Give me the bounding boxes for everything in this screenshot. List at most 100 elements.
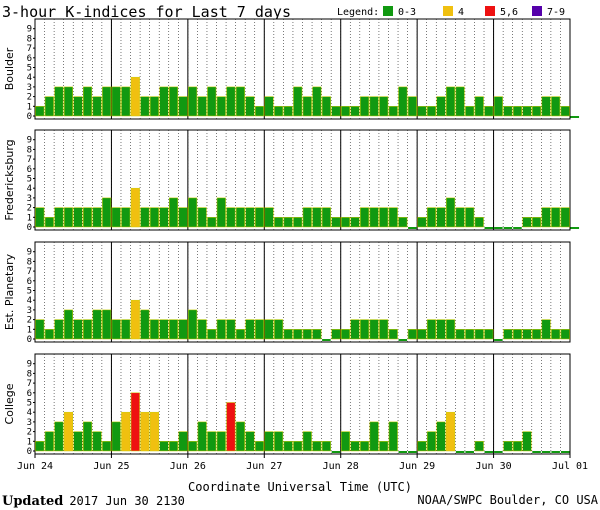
k-index-bar <box>197 421 207 452</box>
k-index-bar <box>331 106 341 117</box>
y-tick-label: 4 <box>27 73 32 83</box>
y-tick-label: 2 <box>27 428 32 438</box>
y-tick-label: 7 <box>27 155 32 165</box>
y-tick-label: 3 <box>27 306 32 316</box>
k-index-bar <box>407 96 417 117</box>
k-index-bar <box>331 217 341 228</box>
k-index-bar <box>169 197 179 228</box>
k-index-bar <box>254 319 265 340</box>
k-index-bar <box>551 207 561 228</box>
k-index-bar <box>130 187 140 228</box>
k-index-bar <box>503 106 513 117</box>
x-tick-label: Jun 29 <box>399 461 435 472</box>
k-index-bar <box>426 319 437 340</box>
k-index-bar <box>436 207 446 228</box>
k-index-bar <box>254 207 265 228</box>
k-index-bar <box>102 86 112 117</box>
k-index-bar <box>312 441 322 452</box>
k-index-bar <box>570 116 580 118</box>
k-index-bar <box>426 431 437 452</box>
k-index-bar <box>312 86 322 117</box>
k-index-bar <box>512 329 522 340</box>
k-index-bar <box>350 106 360 117</box>
k-index-bar <box>111 421 121 452</box>
k-index-bar <box>197 319 207 340</box>
y-tick-label: 2 <box>27 204 32 214</box>
updated-value: 2017 Jun 30 2130 <box>69 494 185 508</box>
k-index-bar <box>398 451 408 453</box>
k-index-bar <box>274 319 284 340</box>
k-index-bar <box>522 217 532 228</box>
source-credit: NOAA/SWPC Boulder, CO USA <box>417 493 598 507</box>
k-index-bar <box>513 227 522 229</box>
k-index-bar <box>63 86 73 117</box>
panel-label: Fredericksburg <box>3 139 16 220</box>
k-index-bar <box>494 451 503 453</box>
k-index-bar <box>446 319 456 340</box>
k-index-bar <box>474 329 484 340</box>
k-index-bar <box>379 319 389 340</box>
y-tick-label: 8 <box>27 145 32 155</box>
k-index-bar <box>130 392 140 452</box>
k-index-bar <box>111 319 121 340</box>
k-index-bar <box>474 217 484 228</box>
k-index-bar <box>254 106 265 117</box>
k-index-bar <box>207 329 217 340</box>
y-tick-label: 1 <box>27 437 32 447</box>
k-index-bar <box>207 217 217 228</box>
k-index-bar <box>446 86 456 117</box>
k-index-bar <box>560 451 570 453</box>
panel-label: Est. Planetary <box>3 253 16 330</box>
k-index-bar <box>388 421 398 452</box>
y-tick-label: 2 <box>27 93 32 103</box>
k-index-bar <box>149 96 159 117</box>
k-index-bar <box>44 431 54 452</box>
k-index-bar <box>302 329 312 340</box>
k-index-bar <box>465 329 475 340</box>
k-index-bar <box>35 441 45 452</box>
k-index-bar <box>149 411 159 452</box>
k-index-bar <box>92 207 102 228</box>
y-tick-label: 8 <box>27 34 32 44</box>
legend-swatch <box>443 6 453 16</box>
k-index-bar <box>159 319 169 340</box>
k-index-bar <box>532 329 542 340</box>
updated-line: Updated 2017 Jun 30 2130 <box>2 494 185 509</box>
k-index-bar <box>331 451 341 453</box>
x-tick-label: Jun 25 <box>93 461 129 472</box>
y-tick-label: 1 <box>27 213 32 223</box>
y-tick-label: 3 <box>27 194 32 204</box>
k-index-bar <box>102 197 112 228</box>
x-tick-label: Jun 28 <box>323 461 359 472</box>
k-index-bar <box>73 207 83 228</box>
k-index-bar <box>140 207 150 228</box>
k-index-bar <box>63 309 73 340</box>
k-index-bar <box>73 319 83 340</box>
k-index-bar <box>360 441 370 452</box>
x-tick-label: Jul 01 <box>552 461 588 472</box>
x-tick-label: Jun 26 <box>170 461 206 472</box>
k-index-bar <box>111 86 121 117</box>
legend-entry-label: 0-3 <box>398 7 416 18</box>
y-tick-label: 9 <box>27 360 32 370</box>
k-index-bar <box>560 207 570 228</box>
k-index-bar <box>503 441 513 452</box>
k-index-bar <box>340 431 351 452</box>
updated-label: Updated <box>2 494 63 509</box>
k-index-bar <box>54 86 64 117</box>
k-index-bar <box>264 319 274 340</box>
y-tick-label: 7 <box>27 267 32 277</box>
k-index-bar <box>369 319 379 340</box>
k-index-bar <box>407 329 417 340</box>
y-tick-label: 4 <box>27 184 32 194</box>
k-index-bar <box>331 329 341 340</box>
y-tick-label: 1 <box>27 102 32 112</box>
k-index-bar <box>102 441 112 452</box>
k-index-bar <box>551 329 561 340</box>
k-index-bar <box>426 106 437 117</box>
k-index-bar <box>216 319 226 340</box>
k-index-bar <box>83 207 93 228</box>
k-index-bar <box>274 431 284 452</box>
k-index-bar <box>426 207 437 228</box>
